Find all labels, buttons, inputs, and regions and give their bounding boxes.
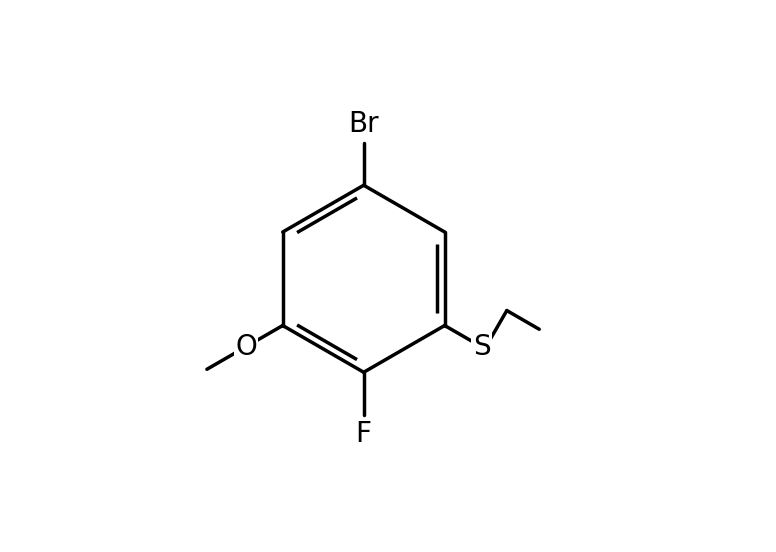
- Text: Br: Br: [348, 110, 379, 137]
- Text: O: O: [235, 333, 257, 361]
- Text: F: F: [355, 420, 372, 448]
- Text: S: S: [473, 333, 490, 361]
